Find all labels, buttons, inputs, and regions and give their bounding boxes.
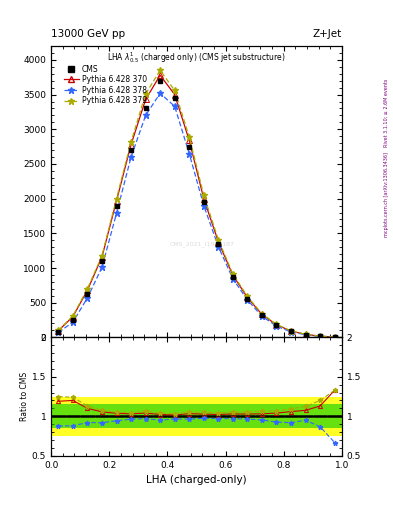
CMS [100,258,105,264]
CMS [71,317,75,323]
Pythia 6.428 378 [202,203,206,209]
Pythia 6.428 379 [187,134,192,140]
Pythia 6.428 379 [158,67,163,73]
CMS [158,78,163,84]
CMS [85,291,90,297]
Pythia 6.428 379 [56,327,61,333]
Legend: CMS, Pythia 6.428 370, Pythia 6.428 378, Pythia 6.428 379: CMS, Pythia 6.428 370, Pythia 6.428 378,… [61,61,150,108]
Text: mcplots.cern.ch [arXiv:1306.3436]: mcplots.cern.ch [arXiv:1306.3436] [384,152,389,237]
Pythia 6.428 379 [274,322,279,328]
CMS [173,95,177,101]
CMS [187,143,192,150]
Pythia 6.428 379 [245,293,250,300]
X-axis label: LHA (charged-only): LHA (charged-only) [146,475,247,485]
CMS [318,333,323,339]
Pythia 6.428 378 [56,329,61,335]
Text: 13000 GeV pp: 13000 GeV pp [51,29,125,39]
Pythia 6.428 370 [173,92,177,98]
Pythia 6.428 370 [245,294,250,301]
CMS [274,322,279,328]
Pythia 6.428 379 [143,91,148,97]
Text: LHA $\lambda^{1}_{0.5}$ (charged only) (CMS jet substructure): LHA $\lambda^{1}_{0.5}$ (charged only) (… [107,51,286,66]
Pythia 6.428 370 [289,328,294,334]
Pythia 6.428 379 [332,334,337,340]
Pythia 6.428 370 [216,239,221,245]
CMS [56,329,61,335]
CMS [260,312,264,318]
Pythia 6.428 378 [173,103,177,110]
Line: Pythia 6.428 378: Pythia 6.428 378 [55,90,338,340]
Line: CMS: CMS [56,78,337,339]
Pythia 6.428 378 [318,333,323,339]
CMS [231,274,235,280]
Pythia 6.428 379 [114,196,119,202]
Pythia 6.428 379 [129,139,134,145]
Line: Pythia 6.428 370: Pythia 6.428 370 [55,72,338,340]
Pythia 6.428 379 [289,328,294,334]
Pythia 6.428 378 [129,154,134,160]
Pythia 6.428 378 [216,243,221,249]
CMS [114,203,119,209]
Pythia 6.428 370 [318,333,323,339]
Y-axis label: Ratio to CMS: Ratio to CMS [20,372,29,421]
CMS [303,331,308,337]
Pythia 6.428 379 [231,271,235,277]
Pythia 6.428 370 [143,96,148,102]
Pythia 6.428 378 [158,90,163,96]
Pythia 6.428 378 [274,323,279,329]
Pythia 6.428 378 [187,151,192,157]
Pythia 6.428 379 [100,252,105,259]
Pythia 6.428 378 [85,295,90,301]
Pythia 6.428 379 [71,313,75,319]
Pythia 6.428 370 [85,287,90,293]
Pythia 6.428 370 [187,137,192,143]
Line: Pythia 6.428 379: Pythia 6.428 379 [55,67,338,340]
Pythia 6.428 378 [245,297,250,303]
Text: Z+Jet: Z+Jet [313,29,342,39]
CMS [129,147,134,153]
Pythia 6.428 370 [202,196,206,202]
Pythia 6.428 370 [231,272,235,279]
Pythia 6.428 378 [71,319,75,325]
Text: Rivet 3.1.10; ≥ 2.6M events: Rivet 3.1.10; ≥ 2.6M events [384,78,389,147]
Pythia 6.428 379 [173,88,177,94]
Pythia 6.428 370 [56,328,61,334]
Pythia 6.428 370 [114,198,119,204]
Pythia 6.428 370 [260,311,264,317]
Text: CMS_2021_I1920187: CMS_2021_I1920187 [170,241,235,247]
Pythia 6.428 370 [100,254,105,260]
Pythia 6.428 379 [216,237,221,243]
Pythia 6.428 379 [318,333,323,339]
Pythia 6.428 370 [71,313,75,319]
Pythia 6.428 379 [303,331,308,337]
CMS [216,241,221,247]
CMS [143,105,148,112]
Pythia 6.428 378 [143,112,148,118]
Pythia 6.428 378 [289,329,294,335]
Pythia 6.428 379 [85,286,90,292]
Pythia 6.428 378 [100,264,105,270]
Pythia 6.428 378 [303,332,308,338]
CMS [202,199,206,205]
Pythia 6.428 379 [202,192,206,198]
Pythia 6.428 370 [129,141,134,147]
CMS [245,295,250,302]
Pythia 6.428 378 [114,210,119,216]
Pythia 6.428 378 [332,334,337,340]
Pythia 6.428 370 [274,322,279,328]
Pythia 6.428 378 [260,313,264,319]
Pythia 6.428 379 [260,311,264,317]
Pythia 6.428 370 [303,331,308,337]
Pythia 6.428 370 [332,334,337,340]
CMS [289,328,294,334]
Pythia 6.428 370 [158,72,163,78]
CMS [332,334,337,340]
Pythia 6.428 378 [231,275,235,282]
